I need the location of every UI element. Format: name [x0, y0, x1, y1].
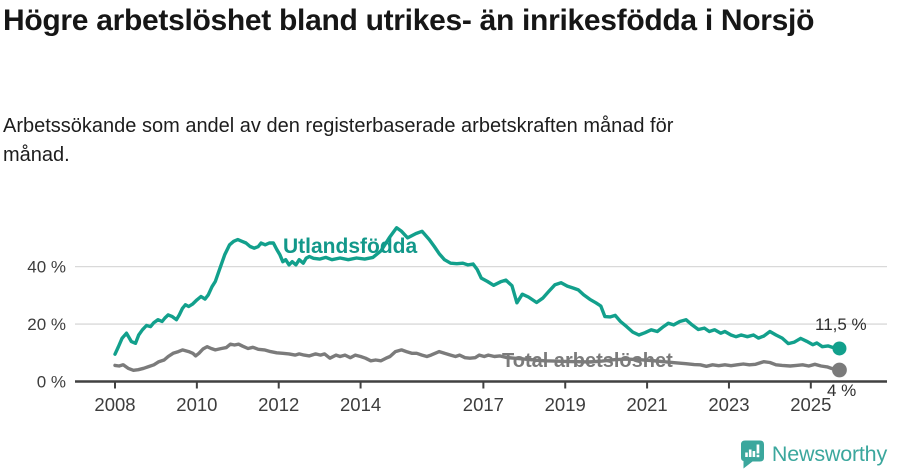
newsworthy-branding: Newsworthy — [740, 440, 887, 469]
x-tick-label: 2012 — [258, 394, 299, 415]
newsworthy-pin-barchart-icon — [740, 440, 764, 469]
y-tick-label: 40 % — [27, 258, 66, 277]
series-label-total-arbetsloshet: Total arbetslöshet — [502, 350, 673, 372]
series-end-dot-total — [832, 362, 847, 378]
x-tick-label: 2010 — [176, 394, 217, 415]
x-tick-label: 2017 — [463, 394, 504, 415]
x-tick-label: 2025 — [790, 394, 831, 415]
end-value-total: 4 % — [827, 381, 857, 400]
x-tick-label: 2019 — [545, 394, 586, 415]
y-tick-label: 0 % — [37, 373, 66, 392]
end-value-utlandsfodda: 11,5 % — [815, 315, 867, 334]
series-line-total — [113, 342, 842, 372]
chart-subtitle: Arbetssökande som andel av den registerb… — [3, 115, 674, 166]
series-label-utlandsfodda: Utlandsfödda — [283, 235, 418, 258]
series-line-utlandsfodda — [113, 226, 842, 356]
series-end-dot-utlandsfodda — [832, 341, 847, 356]
x-tick-label: 2021 — [627, 394, 668, 415]
chart-title: Högre arbetslöshet bland utrikes- än inr… — [3, 4, 815, 37]
y-tick-label: 20 % — [27, 315, 66, 334]
x-tick-label: 2023 — [708, 394, 749, 415]
x-tick-label: 2014 — [340, 394, 381, 415]
newsworthy-logo-text: Newsworthy — [771, 442, 887, 466]
x-tick-label: 2008 — [94, 394, 135, 415]
